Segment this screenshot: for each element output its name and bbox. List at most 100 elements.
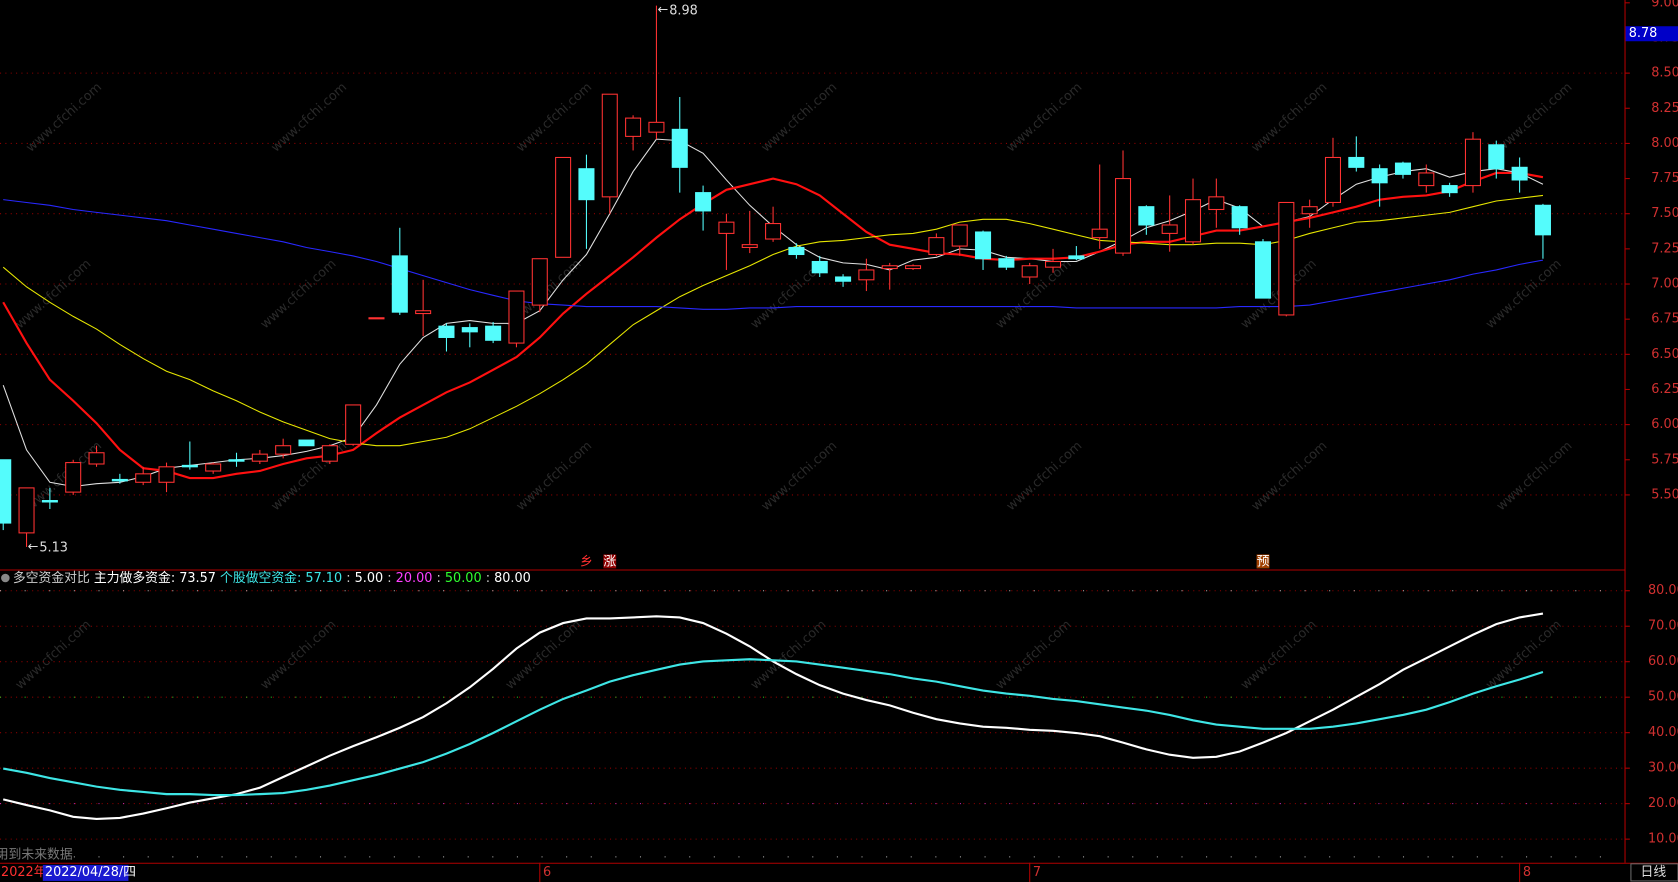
candle-body <box>1464 138 1481 187</box>
candle-body <box>1534 204 1551 236</box>
candle-body <box>881 265 898 270</box>
candle-body <box>718 221 735 234</box>
candle-body <box>975 231 992 260</box>
candle-body <box>1418 172 1435 187</box>
y-tick-label: 70.00 <box>1648 619 1678 634</box>
signal: 预 <box>1257 554 1270 569</box>
candle-body <box>65 462 82 493</box>
candle-body <box>671 128 688 168</box>
legend-entry: 个股做空资金 <box>220 570 297 586</box>
separator: : <box>171 571 179 586</box>
period-box <box>1630 863 1678 882</box>
candle-body <box>835 276 852 282</box>
candle-body <box>111 478 128 482</box>
y-tick-label: 8.25 <box>1651 101 1678 116</box>
candle-body <box>135 473 152 483</box>
candle-body <box>695 192 712 212</box>
candle-body <box>998 258 1015 268</box>
candle-body <box>1278 201 1295 316</box>
y-tick-label: 9.00 <box>1651 0 1678 10</box>
y-tick-label: 7.25 <box>1651 241 1678 256</box>
y-tick-label: 7.75 <box>1651 171 1678 186</box>
candle-body <box>1208 196 1225 211</box>
candle-body <box>1371 168 1388 184</box>
high-arrow: ← <box>658 2 669 17</box>
separator: : <box>342 571 354 586</box>
y-tick-label: 6.25 <box>1651 382 1678 397</box>
candle-body <box>438 325 455 338</box>
candle-body <box>1138 206 1155 226</box>
separator: : <box>383 571 395 586</box>
high-annotation: 8.98 <box>669 3 698 18</box>
y-tick-label: 7.50 <box>1651 206 1678 221</box>
candle-body <box>648 121 665 133</box>
candle-body <box>345 404 362 445</box>
candle-body <box>88 452 105 465</box>
candle-body <box>951 224 968 247</box>
y-tick-label: 5.50 <box>1651 487 1678 502</box>
price-tag-box <box>1625 26 1678 42</box>
y-tick-label: 30.00 <box>1648 761 1678 776</box>
y-tick-label: 60.00 <box>1648 654 1678 669</box>
candle-body <box>275 445 292 455</box>
month-label: 6 <box>543 865 551 880</box>
candle-body <box>601 93 618 198</box>
candle-body <box>205 463 222 472</box>
level-label: 80.00 <box>494 571 531 586</box>
low-arrow: ← <box>28 539 39 554</box>
signal-box <box>603 554 617 569</box>
candle-body <box>531 258 548 306</box>
y-tick-label: 6.50 <box>1651 347 1678 362</box>
candle-body <box>741 244 758 248</box>
candle-body <box>555 156 572 258</box>
candle-body <box>251 453 268 462</box>
candle-body <box>1184 199 1202 243</box>
level-label: 50.00 <box>445 571 482 586</box>
y-tick-label: 6.00 <box>1651 417 1678 432</box>
candle-body <box>461 327 478 333</box>
candle-body <box>1394 162 1411 175</box>
legend-entry: 主力做多资金 <box>94 570 171 586</box>
candle-body <box>1511 166 1528 181</box>
candle-body <box>368 317 385 320</box>
candle-body <box>0 459 12 524</box>
indicator-icon <box>1 573 10 583</box>
candle-body <box>1301 206 1318 215</box>
indicator-value: 73.57 <box>179 571 216 586</box>
low-annotation: 5.13 <box>39 541 68 556</box>
candle-body <box>905 265 922 270</box>
candle-body <box>1161 224 1178 234</box>
y-tick-label: 6.75 <box>1651 312 1678 327</box>
candle-body <box>625 117 642 137</box>
candle-body <box>1348 156 1365 168</box>
candle-body <box>811 260 828 274</box>
candle-body <box>158 466 175 483</box>
candle-body <box>391 255 408 313</box>
candle-body <box>1114 178 1132 254</box>
y-tick-label: 20.00 <box>1648 796 1678 811</box>
y-tick-label: 10.00 <box>1648 832 1678 847</box>
candle-body <box>1488 144 1505 170</box>
candle-body <box>1324 156 1342 204</box>
period: 日线 <box>1641 865 1667 880</box>
signal-box <box>1256 554 1270 569</box>
notice: 用到未来数据 <box>0 848 73 863</box>
candle-body <box>1021 265 1038 278</box>
signal: 乡 <box>580 554 593 569</box>
candle-body <box>508 290 525 344</box>
y-tick-label: 40.00 <box>1648 725 1678 740</box>
candle-body <box>858 269 875 281</box>
candle-body <box>578 168 595 201</box>
candle-body <box>1441 185 1458 194</box>
y-tick-label: 8.50 <box>1651 66 1678 81</box>
candle-body <box>415 310 432 315</box>
separator: : <box>482 571 494 586</box>
candle-body <box>1045 260 1062 268</box>
separator: : <box>297 571 305 586</box>
candle-body <box>1068 255 1085 260</box>
indicator-line <box>3 658 1544 797</box>
candle-body <box>1254 241 1272 299</box>
candle-body <box>928 237 945 256</box>
y-tick-label: 7.00 <box>1651 277 1678 292</box>
